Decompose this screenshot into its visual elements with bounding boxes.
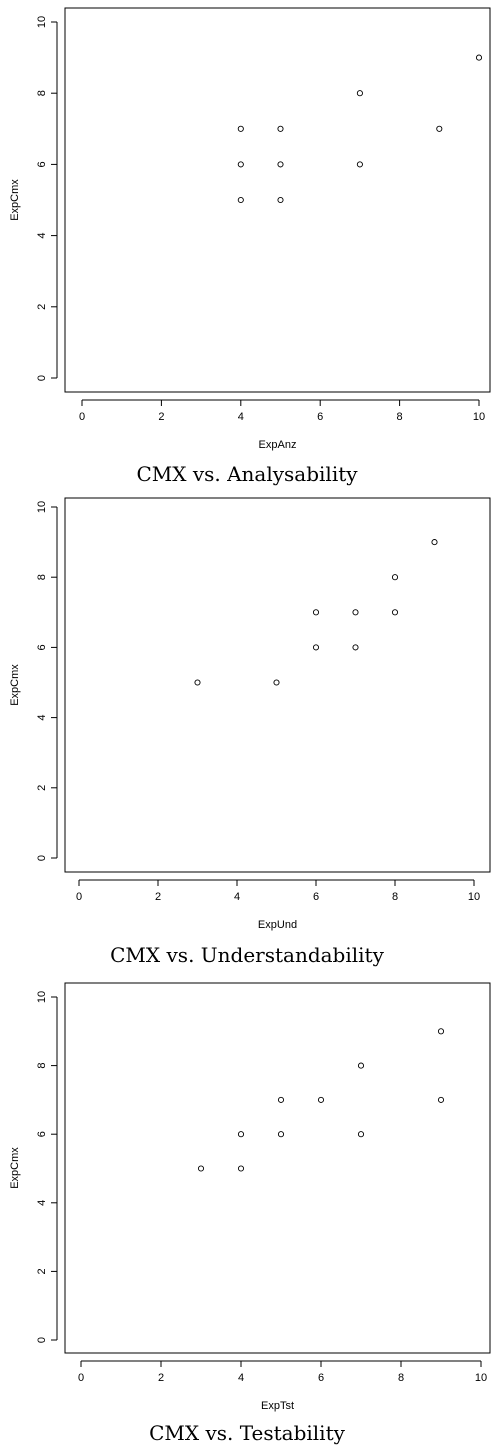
data-point — [352, 609, 359, 616]
scatter-plot-understandability: 0 2 4 6 8 10 0 2 4 6 8 10 ExpUnd ExpCmx — [9, 497, 491, 931]
data-point — [237, 161, 244, 168]
y-axis-label: ExpCmx — [9, 664, 21, 706]
data-point — [431, 539, 438, 546]
data-point — [352, 644, 359, 651]
y-tick-label: 0 — [36, 375, 48, 381]
data-point — [277, 161, 284, 168]
y-tick-label: 2 — [36, 304, 48, 310]
y-tick-label: 0 — [36, 1337, 48, 1343]
data-point — [237, 1165, 245, 1172]
y-tick-label: 2 — [36, 785, 48, 791]
x-tick-label: 6 — [318, 1372, 324, 1384]
data-point — [237, 125, 244, 132]
plot-frame — [64, 982, 491, 1354]
x-tick-label: 8 — [397, 411, 403, 423]
data-point — [237, 1131, 245, 1138]
x-tick-label: 8 — [392, 891, 398, 903]
y-tick-label: 10 — [36, 501, 48, 513]
scatter-plot-testability: 0 2 4 6 8 10 0 2 4 6 8 10 ExpTst ExpCmx — [9, 982, 491, 1412]
y-tick-label: 6 — [36, 1131, 48, 1137]
data-point — [277, 1131, 285, 1138]
data-point — [237, 196, 244, 204]
data-point — [391, 574, 399, 581]
y-axis-label: ExpCmx — [9, 1147, 21, 1189]
x-tick-label: 8 — [398, 1372, 404, 1384]
x-tick-label: 6 — [313, 891, 319, 903]
chart-caption: CMX vs. Understandability — [110, 943, 384, 967]
data-point — [273, 679, 280, 686]
x-tick-label: 0 — [76, 891, 82, 903]
data-point — [356, 161, 363, 168]
data-point — [357, 1062, 365, 1069]
y-tick-label: 10 — [36, 991, 48, 1003]
x-tick-label: 2 — [155, 891, 161, 903]
y-tick-label: 0 — [36, 855, 48, 861]
x-tick-label: 6 — [317, 411, 323, 423]
y-axis-label: ExpCmx — [9, 179, 21, 221]
x-tick-label: 4 — [238, 1372, 244, 1384]
y-tick-label: 6 — [36, 644, 48, 650]
data-point — [437, 1028, 445, 1035]
data-point — [317, 1096, 325, 1103]
y-tick-label: 8 — [36, 90, 48, 96]
y-tick-label: 4 — [36, 715, 48, 721]
data-point — [194, 679, 201, 686]
x-tick-label: 2 — [158, 411, 164, 423]
chart-panel-understandability: 0 2 4 6 8 10 0 2 4 6 8 10 ExpUnd ExpCmx CMX vs. Under… — [0, 490, 494, 975]
x-axis-label: ExpAnz — [259, 439, 297, 451]
data-point — [277, 1096, 285, 1103]
data-point — [357, 1131, 365, 1138]
x-tick-label: 10 — [473, 411, 485, 423]
x-tick-label: 10 — [475, 1372, 487, 1384]
scatter-plot-analysability: 0 2 4 6 8 10 0 2 4 6 8 10 ExpAnz ExpCmx — [9, 7, 491, 451]
y-tick-label: 4 — [36, 233, 48, 239]
chart-caption: CMX vs. Analysability — [136, 462, 358, 486]
y-tick-label: 8 — [36, 1063, 48, 1069]
x-tick-label: 10 — [468, 891, 480, 903]
y-tick-label: 10 — [36, 16, 48, 28]
data-point — [277, 125, 284, 132]
x-tick-label: 2 — [158, 1372, 164, 1384]
chart-caption: CMX vs. Testability — [149, 1421, 345, 1445]
data-point — [312, 609, 320, 616]
data-point — [475, 54, 483, 61]
x-axis-label: ExpTst — [261, 1400, 294, 1412]
chart-panel-testability: 0 2 4 6 8 10 0 2 4 6 8 10 ExpTst ExpCmx CMX vs. Testa… — [0, 975, 494, 1455]
data-point — [356, 90, 363, 97]
x-tick-label: 4 — [234, 891, 240, 903]
data-point — [436, 125, 443, 132]
data-point — [437, 1096, 445, 1103]
data-point — [312, 644, 320, 651]
data-point — [197, 1165, 205, 1172]
x-tick-label: 0 — [78, 1372, 84, 1384]
y-tick-label: 2 — [36, 1268, 48, 1274]
data-point — [277, 196, 284, 204]
x-axis-label: ExpUnd — [258, 919, 297, 931]
data-point — [391, 609, 399, 616]
y-tick-label: 4 — [36, 1200, 48, 1206]
chart-panel-analysability: 0 2 4 6 8 10 0 2 4 6 8 10 ExpAnz ExpCmx CMX vs. Analy… — [0, 0, 494, 490]
x-tick-label: 4 — [238, 411, 244, 423]
x-tick-label: 0 — [79, 411, 85, 423]
y-tick-label: 8 — [36, 574, 48, 580]
plot-frame — [64, 7, 491, 393]
y-tick-label: 6 — [36, 161, 48, 167]
plot-frame — [64, 497, 491, 873]
